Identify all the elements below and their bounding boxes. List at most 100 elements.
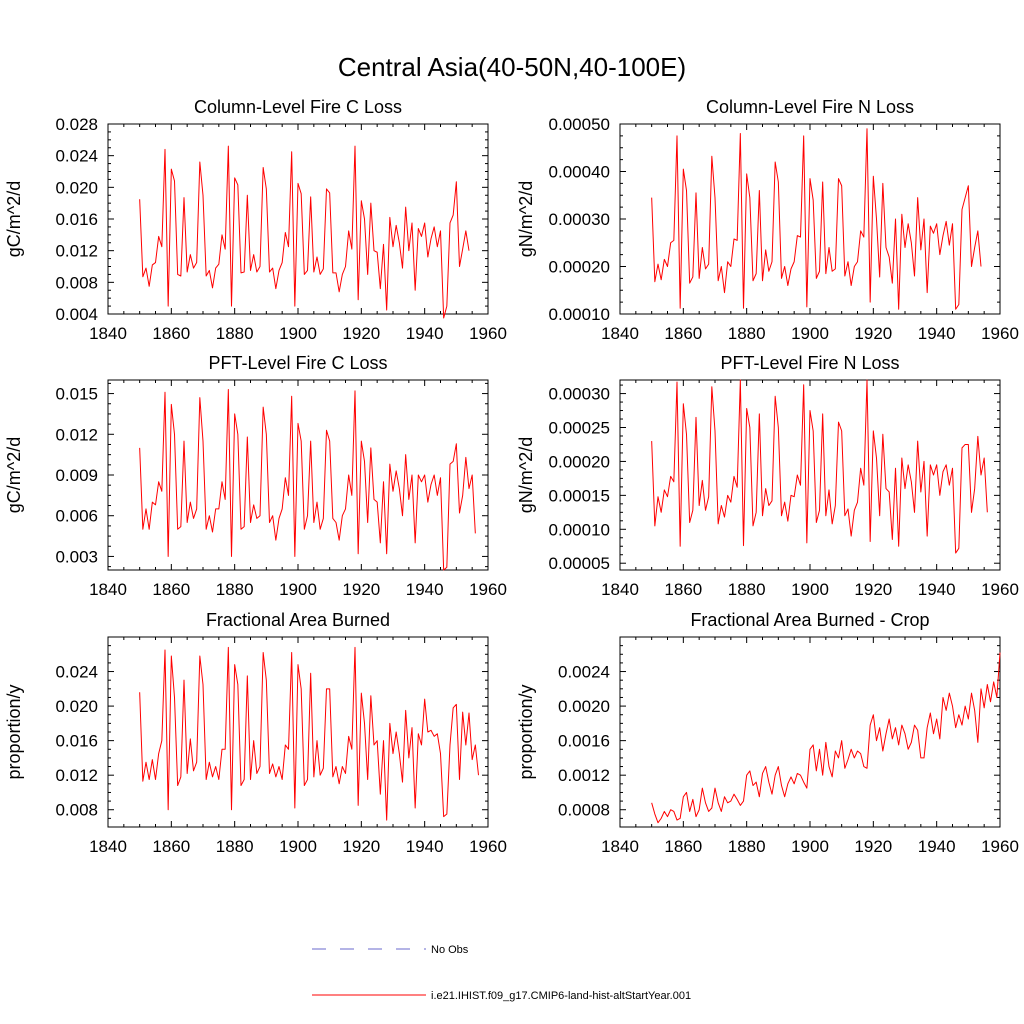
y-tick-label: 0.0016 [558,732,610,751]
x-tick-label: 1840 [89,324,127,343]
legend-no-obs-label: No Obs [431,944,469,956]
y-axis-label: proportion/y [516,684,536,779]
y-tick-label: 0.0020 [558,697,610,716]
y-tick-label: 0.016 [55,210,98,229]
figure-title: Central Asia(40-50N,40-100E) [338,52,686,82]
x-tick-label: 1960 [469,580,507,599]
x-tick-label: 1960 [981,837,1019,856]
series-line [651,128,982,310]
x-tick-label: 1860 [152,837,190,856]
x-tick-label: 1960 [981,324,1019,343]
x-tick-label: 1920 [342,837,380,856]
x-tick-label: 1940 [406,837,444,856]
y-tick-label: 0.009 [55,466,98,485]
legend: No Obs i.e21.IHIST.f09_g17.CMIP6-land-hi… [312,944,691,1002]
y-tick-label: 0.024 [55,147,98,166]
x-tick-label: 1900 [279,580,317,599]
y-tick-label: 0.008 [55,801,98,820]
x-tick-label: 1920 [854,324,892,343]
x-tick-label: 1900 [791,324,829,343]
y-tick-label: 0.00040 [549,163,610,182]
y-tick-label: 0.00020 [549,258,610,277]
x-tick-label: 1860 [664,837,702,856]
x-tick-label: 1920 [342,580,380,599]
x-tick-label: 1940 [918,580,956,599]
y-tick-label: 0.012 [55,242,98,261]
x-tick-label: 1960 [981,580,1019,599]
x-tick-label: 1880 [216,324,254,343]
series-line [139,646,479,821]
series-line [139,389,476,571]
y-tick-label: 0.004 [55,305,98,324]
x-tick-label: 1900 [279,837,317,856]
x-tick-label: 1840 [601,837,639,856]
series-line [651,652,1001,824]
y-tick-label: 0.00020 [549,452,610,471]
panel-title: PFT-Level Fire C Loss [208,353,387,373]
x-tick-label: 1920 [854,837,892,856]
panel-title: Fractional Area Burned - Crop [690,610,929,630]
panel-title: Column-Level Fire C Loss [194,97,402,117]
x-tick-label: 1920 [854,580,892,599]
panel-5: Fractional Area Burned proportion/y 1840 18… [4,610,507,856]
x-tick-label: 1860 [152,324,190,343]
panel-2: Column-Level Fire N Loss gN/m^2/d 1840 1860… [516,97,1019,343]
panel-title: PFT-Level Fire N Loss [720,353,899,373]
y-tick-label: 0.024 [55,663,98,682]
x-tick-label: 1920 [342,324,380,343]
y-axis-label: gN/m^2/d [516,437,536,513]
x-tick-label: 1900 [279,324,317,343]
y-tick-label: 0.020 [55,178,98,197]
y-tick-label: 0.016 [55,732,98,751]
x-tick-label: 1960 [469,324,507,343]
y-tick-label: 0.008 [55,273,98,292]
y-tick-label: 0.00050 [549,115,610,134]
x-tick-label: 1880 [728,324,766,343]
y-axis-label: proportion/y [4,684,24,779]
x-tick-label: 1880 [728,580,766,599]
y-tick-label: 0.015 [55,385,98,404]
x-tick-label: 1880 [216,580,254,599]
y-tick-label: 0.00030 [549,210,610,229]
x-tick-label: 1940 [918,324,956,343]
x-tick-label: 1900 [791,837,829,856]
x-tick-label: 1960 [469,837,507,856]
panels: Column-Level Fire C Loss gC/m^2/d 1840 1860… [4,97,1019,856]
y-tick-label: 0.0008 [558,801,610,820]
x-tick-label: 1900 [791,580,829,599]
y-tick-label: 0.020 [55,697,98,716]
y-tick-label: 0.00010 [549,305,610,324]
panel-title: Column-Level Fire N Loss [706,97,914,117]
panel-title: Fractional Area Burned [206,610,390,630]
x-tick-label: 1940 [406,324,444,343]
y-axis-label: gN/m^2/d [516,181,536,257]
y-tick-label: 0.00010 [549,520,610,539]
y-tick-label: 0.006 [55,507,98,526]
panel-6: Fractional Area Burned - Crop proportion/… [516,610,1019,856]
x-tick-label: 1940 [406,580,444,599]
panel-3: PFT-Level Fire C Loss gC/m^2/d 1840 1860 188… [4,353,507,599]
x-tick-label: 1860 [152,580,190,599]
panel-4: PFT-Level Fire N Loss gN/m^2/d 1840 1860 188… [516,353,1019,599]
legend-model-label: i.e21.IHIST.f09_g17.CMIP6-land-hist-altS… [431,990,691,1002]
y-tick-label: 0.012 [55,766,98,785]
x-tick-label: 1840 [601,580,639,599]
y-tick-label: 0.0024 [558,663,610,682]
x-tick-label: 1840 [601,324,639,343]
y-axis-label: gC/m^2/d [4,181,24,257]
x-tick-label: 1840 [89,580,127,599]
series-line [651,379,988,554]
panel-1: Column-Level Fire C Loss gC/m^2/d 1840 1860… [4,97,507,343]
x-tick-label: 1880 [728,837,766,856]
x-tick-label: 1880 [216,837,254,856]
x-tick-label: 1940 [918,837,956,856]
y-tick-label: 0.028 [55,115,98,134]
x-tick-label: 1860 [664,580,702,599]
y-tick-label: 0.003 [55,547,98,566]
y-axis-label: gC/m^2/d [4,437,24,513]
y-tick-label: 0.00030 [549,385,610,404]
y-tick-label: 0.00025 [549,419,610,438]
y-tick-label: 0.00015 [549,486,610,505]
y-tick-label: 0.012 [55,425,98,444]
